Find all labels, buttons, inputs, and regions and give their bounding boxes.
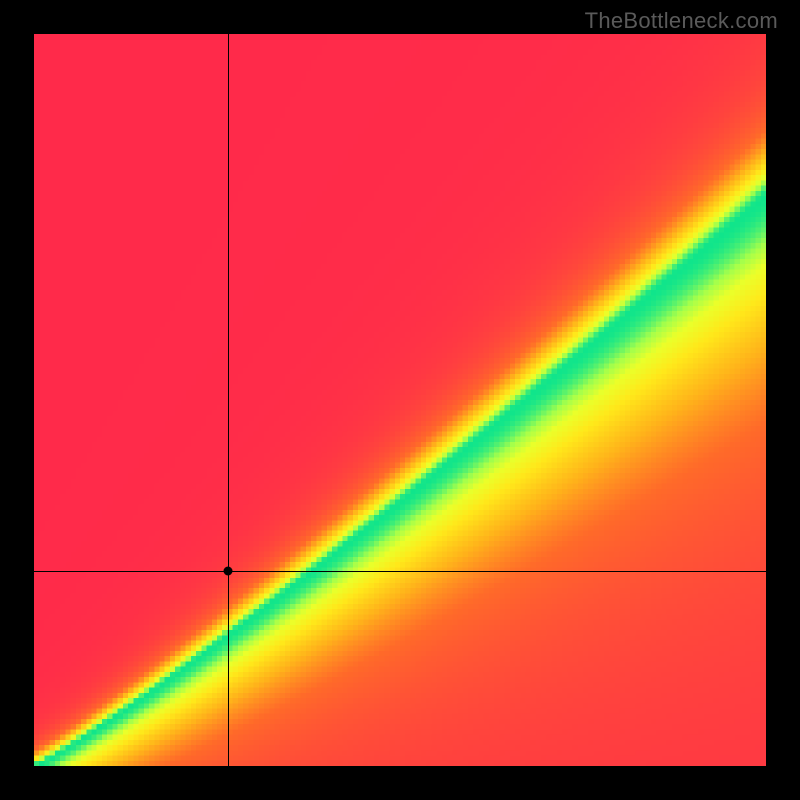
intersection-marker — [223, 566, 232, 575]
crosshair-vertical — [228, 34, 229, 766]
watermark-text: TheBottleneck.com — [585, 8, 778, 34]
crosshair-horizontal — [34, 571, 766, 572]
heatmap-plot — [34, 34, 766, 766]
heatmap-canvas — [34, 34, 766, 766]
